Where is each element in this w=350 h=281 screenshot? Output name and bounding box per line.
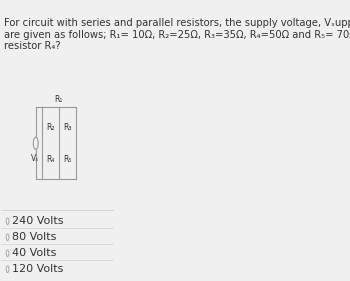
Text: 240 Volts: 240 Volts [12, 216, 63, 226]
Text: 40 Volts: 40 Volts [12, 248, 56, 258]
Text: R₁: R₁ [55, 95, 63, 104]
Text: R₄: R₄ [46, 155, 55, 164]
Text: 80 Volts: 80 Volts [12, 232, 56, 242]
Text: R₂: R₂ [46, 123, 55, 132]
Text: R₃: R₃ [63, 123, 71, 132]
Text: For circuit with series and parallel resistors, the supply voltage, Vₛupply=120 : For circuit with series and parallel res… [4, 18, 350, 51]
Text: 120 Volts: 120 Volts [12, 264, 63, 274]
Text: Vₛ: Vₛ [31, 154, 39, 163]
Text: R₅: R₅ [63, 155, 71, 164]
